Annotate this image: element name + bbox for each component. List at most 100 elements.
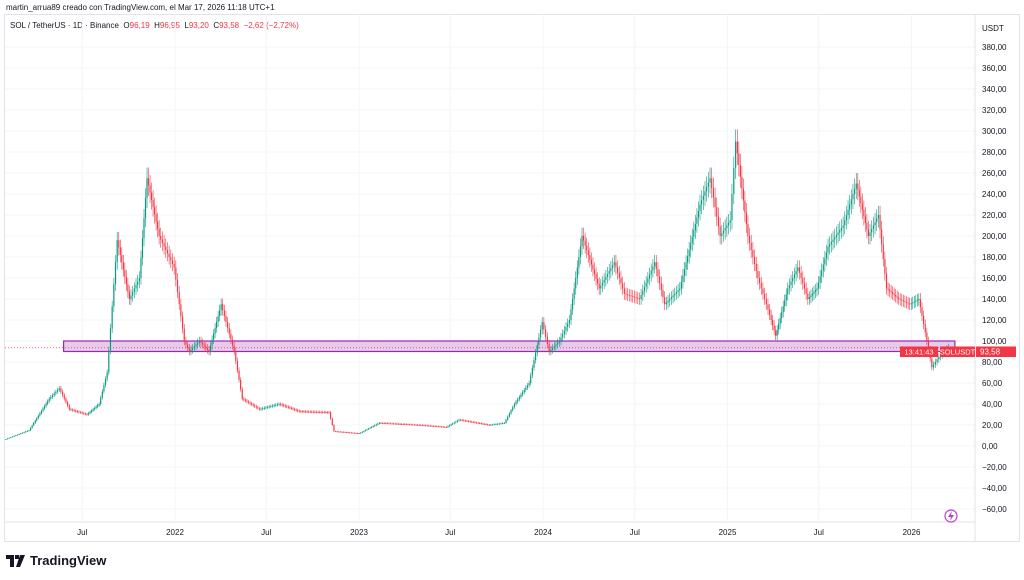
candle-body [75, 410, 77, 412]
candle-body [898, 297, 900, 299]
candle-body [6, 438, 9, 440]
candle-body [520, 394, 522, 397]
y-tick-label: 380,00 [982, 43, 1007, 52]
candle-body [166, 250, 169, 254]
candle-body [575, 278, 577, 289]
candle-body [114, 262, 117, 285]
candle-body [13, 435, 15, 437]
candle-body [133, 288, 135, 292]
candle-body [505, 419, 507, 423]
candle-body [770, 314, 772, 320]
candle-body [633, 296, 636, 298]
candle-body [849, 204, 851, 210]
candle-body [814, 290, 817, 292]
candle-body [78, 411, 80, 413]
candle-body [882, 244, 884, 260]
chart-panel[interactable] [4, 14, 1020, 542]
candle-body [890, 291, 892, 293]
candle-body [130, 295, 132, 299]
candle-body [533, 360, 535, 368]
candle-body [121, 254, 123, 263]
candle-body [927, 341, 930, 350]
candle-body [173, 264, 175, 268]
symbol-tag [940, 346, 975, 357]
candle-body [630, 295, 632, 297]
y-tick-label: 220,00 [982, 211, 1007, 220]
candle-body [788, 285, 790, 289]
candle-body [488, 424, 490, 426]
candle-body [197, 342, 199, 345]
candle-body [888, 289, 891, 292]
candle-body [825, 252, 828, 259]
candle-body [263, 407, 265, 409]
candle-body [423, 425, 425, 427]
candle-body [579, 246, 582, 257]
candle-body [583, 236, 585, 241]
candle-body [180, 304, 182, 317]
candle-body [306, 411, 308, 413]
candle-body [490, 424, 492, 426]
candle-body [374, 425, 376, 427]
candle-body [303, 411, 305, 413]
candle-body [119, 247, 121, 255]
y-tick-label: 160,00 [982, 274, 1007, 283]
candle-body [257, 407, 259, 409]
candle-body [779, 318, 781, 324]
candle-body [736, 141, 738, 154]
candle-body [864, 216, 866, 223]
candle-body [551, 348, 554, 350]
candle-body [361, 431, 363, 433]
candle-body [193, 346, 195, 348]
candle-body [598, 283, 600, 289]
candle-body [690, 243, 692, 250]
tradingview-logo-icon [6, 554, 25, 567]
candle-body [466, 420, 468, 422]
candle-body [225, 316, 227, 322]
y-tick-label: 60,00 [982, 379, 1003, 388]
candle-body [185, 341, 187, 345]
candle-body [55, 391, 57, 394]
candle-body [341, 431, 343, 433]
candle-body [910, 303, 912, 305]
candle-body [56, 390, 59, 392]
x-tick-label: 2025 [719, 528, 737, 537]
candle-body [428, 425, 430, 427]
candle-body [410, 424, 412, 426]
candle-body [21, 432, 24, 434]
symbol-label[interactable]: SOL / TetherUS · 1D · Binance [10, 21, 119, 30]
candle-body [215, 321, 218, 328]
candle-body [745, 212, 748, 225]
candle-body [824, 258, 826, 265]
candle-body [548, 344, 550, 352]
candle-body [605, 276, 607, 280]
candle-body [95, 406, 97, 408]
candle-body [657, 269, 659, 277]
candle-body [391, 423, 393, 425]
candle-body [733, 167, 735, 194]
candle-body [124, 269, 126, 277]
candle-body [67, 402, 69, 406]
open-value: 96,19 [129, 21, 150, 30]
candle-body [396, 423, 398, 425]
candle-body [100, 397, 102, 404]
candle-body [461, 420, 463, 421]
candle-body [236, 360, 239, 371]
candle-body [308, 411, 310, 413]
candle-body [854, 188, 856, 194]
tradingview-logo[interactable]: TradingView [6, 553, 106, 568]
candle-body [276, 404, 278, 406]
y-tick-label: 360,00 [982, 64, 1007, 73]
candle-body [530, 375, 532, 383]
candle-body [719, 226, 721, 236]
candle-body [417, 424, 419, 426]
candle-body [844, 220, 846, 226]
x-tick-label: 2026 [903, 528, 921, 537]
candle-body [43, 406, 46, 409]
candle-body [724, 228, 726, 231]
candle-body [104, 378, 107, 386]
candle-body [483, 423, 486, 425]
candle-body [707, 182, 709, 187]
candle-body [938, 356, 940, 360]
candle-body [482, 423, 484, 425]
